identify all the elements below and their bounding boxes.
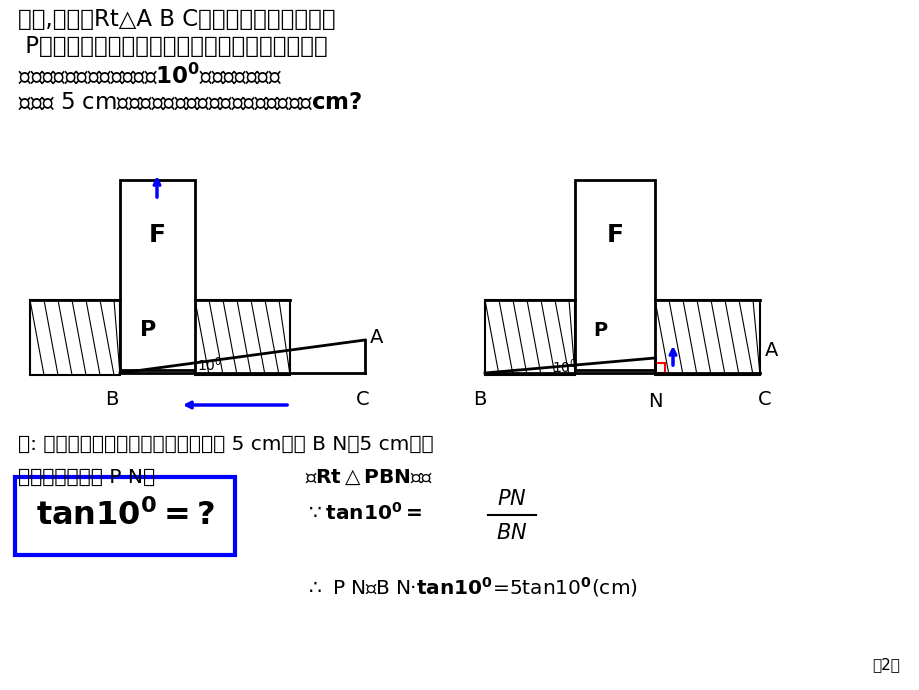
Text: 第2页: 第2页 bbox=[871, 657, 899, 672]
Text: P: P bbox=[592, 320, 607, 339]
Text: 如图,将一个Rt△A B C形状楔子从木桩底端点
 P沿着水平方向打入木桩底下，能够使木桩向上运
动，假如楔子斜面倾斜角为$\mathbf{10^0}$，楔子沿: 如图,将一个Rt△A B C形状楔子从木桩底端点 P沿着水平方向打入木桩底下，能… bbox=[18, 8, 362, 114]
Text: P: P bbox=[140, 320, 156, 340]
Text: B: B bbox=[472, 390, 486, 409]
Text: 在$\mathbf{Rt\triangle PBN}$中，: 在$\mathbf{Rt\triangle PBN}$中， bbox=[305, 468, 433, 487]
Bar bbox=[119, 180, 195, 370]
Text: N: N bbox=[647, 392, 662, 411]
Text: F: F bbox=[606, 223, 623, 247]
Text: $\mathbf{tan10^0=?}$: $\mathbf{tan10^0=?}$ bbox=[36, 500, 214, 533]
Text: $10^0$: $10^0$ bbox=[198, 356, 222, 374]
Bar bbox=[654, 300, 759, 375]
Bar bbox=[484, 300, 574, 375]
Text: C: C bbox=[757, 390, 771, 409]
Bar bbox=[574, 180, 654, 370]
Text: 木桩上升距离为 P N．: 木桩上升距离为 P N． bbox=[18, 468, 155, 487]
Text: $\mathit{PN}$: $\mathit{PN}$ bbox=[496, 489, 527, 509]
Text: F: F bbox=[148, 223, 165, 247]
Text: $\therefore$ P N＝B N·$\mathbf{tan10^0}$=5tan10$^\mathbf{0}$(cm): $\therefore$ P N＝B N·$\mathbf{tan10^0}$=… bbox=[305, 575, 637, 599]
FancyBboxPatch shape bbox=[15, 477, 234, 555]
Text: B: B bbox=[105, 390, 119, 409]
Text: C: C bbox=[356, 390, 369, 409]
Text: A: A bbox=[369, 328, 383, 346]
Text: $\because\mathbf{tan10^0=}$: $\because\mathbf{tan10^0=}$ bbox=[305, 502, 422, 524]
Bar bbox=[30, 300, 119, 375]
Text: A: A bbox=[765, 340, 777, 359]
Bar bbox=[654, 363, 664, 373]
Text: $10^0$: $10^0$ bbox=[551, 357, 577, 376]
Text: $\mathit{BN}$: $\mathit{BN}$ bbox=[495, 523, 528, 543]
Text: 解: 由题意得，当楔子沿水平方向前进 5 cm，即 B N＝5 cm时，: 解: 由题意得，当楔子沿水平方向前进 5 cm，即 B N＝5 cm时， bbox=[18, 435, 433, 454]
Bar bbox=[195, 300, 289, 375]
